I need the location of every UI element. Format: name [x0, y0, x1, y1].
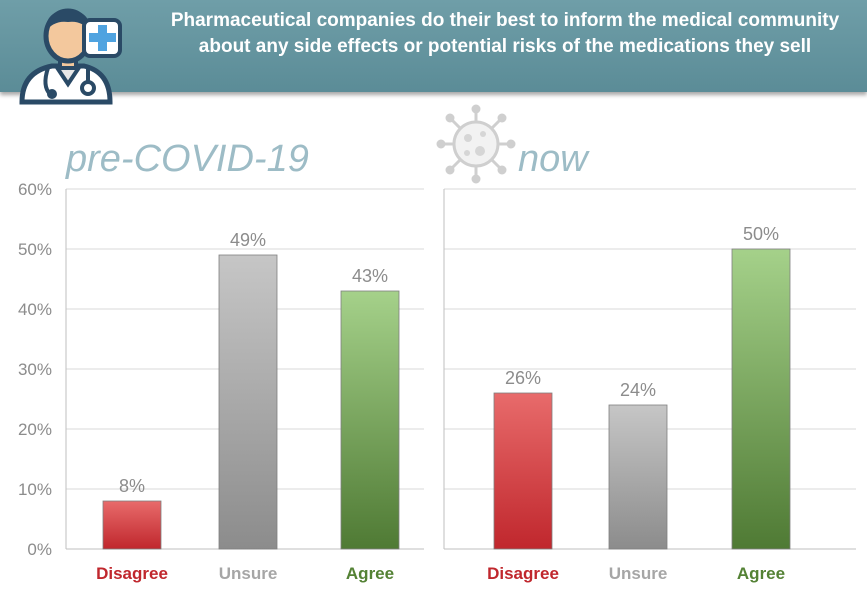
bar-agree: [731, 248, 791, 550]
y-tick-label: 30%: [18, 360, 52, 379]
data-label: 24%: [620, 380, 656, 400]
coronavirus-icon: [436, 104, 516, 184]
bar-unsure: [218, 254, 278, 550]
bar-disagree: [493, 392, 553, 550]
y-tick-label: 40%: [18, 300, 52, 319]
y-tick-label: 0%: [27, 540, 52, 559]
category-label-unsure: Unsure: [219, 564, 278, 583]
data-label: 43%: [352, 266, 388, 286]
bar-disagree: [102, 500, 162, 550]
panel-label-now: now: [518, 138, 588, 180]
bar-agree: [340, 290, 400, 550]
panel-label-pre-covid: pre-COVID-19: [66, 138, 309, 180]
category-label-agree: Agree: [737, 564, 785, 583]
data-label: 49%: [230, 230, 266, 250]
data-label: 8%: [119, 476, 145, 496]
bar-unsure: [608, 404, 668, 550]
y-tick-label: 20%: [18, 420, 52, 439]
data-label: 26%: [505, 368, 541, 388]
y-tick-label: 10%: [18, 480, 52, 499]
doctor-with-medical-cross-icon: [19, 8, 122, 105]
category-label-unsure: Unsure: [609, 564, 668, 583]
data-label: 50%: [743, 224, 779, 244]
y-tick-label: 60%: [18, 180, 52, 199]
category-label-disagree: Disagree: [96, 564, 168, 583]
category-label-disagree: Disagree: [487, 564, 559, 583]
chart-title: Pharmaceutical companies do their best t…: [170, 10, 840, 57]
header-banner: Pharmaceutical companies do their best t…: [0, 0, 867, 92]
y-tick-label: 50%: [18, 240, 52, 259]
category-label-agree: Agree: [346, 564, 394, 583]
